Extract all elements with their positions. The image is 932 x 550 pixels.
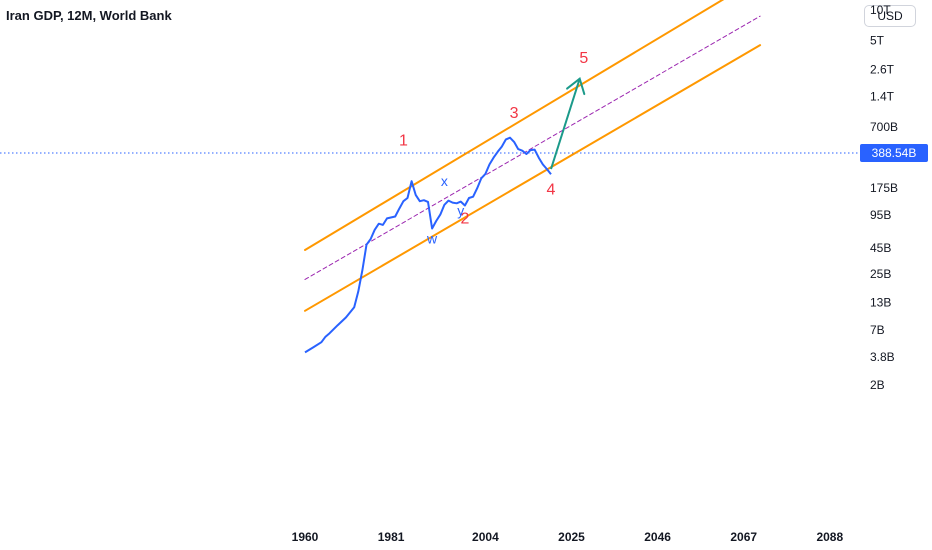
y-tick-label: 7B bbox=[870, 323, 885, 337]
wave-label: 4 bbox=[547, 181, 556, 198]
x-tick-label: 2067 bbox=[730, 530, 757, 544]
y-tick-label: 700B bbox=[870, 120, 898, 134]
sub-wave-label: x bbox=[441, 173, 448, 189]
wave-label: 5 bbox=[579, 50, 588, 67]
last-value-tag bbox=[860, 144, 928, 163]
y-tick-label: 95B bbox=[870, 208, 891, 222]
x-tick-label: 2025 bbox=[558, 530, 585, 544]
currency-button[interactable]: USD bbox=[864, 5, 916, 27]
y-tick-label: 3.8B bbox=[870, 350, 895, 364]
x-tick-label: 2088 bbox=[816, 530, 843, 544]
y-tick-label: 2.6T bbox=[870, 62, 895, 76]
wave-label: 2 bbox=[460, 211, 469, 228]
wave-label: 1 bbox=[399, 132, 408, 149]
last-value-label: 388.54B bbox=[872, 146, 917, 160]
y-tick-label: 45B bbox=[870, 241, 891, 255]
x-tick-label: 1960 bbox=[292, 530, 319, 544]
y-tick-label: 5T bbox=[870, 34, 885, 48]
x-tick-label: 2046 bbox=[644, 530, 671, 544]
y-tick-label: 13B bbox=[870, 296, 891, 310]
gdp-series-line bbox=[304, 136, 552, 354]
chart-title: Iran GDP, 12M, World Bank bbox=[6, 8, 172, 23]
channel-mid-line bbox=[304, 15, 761, 280]
wave-label: 3 bbox=[510, 105, 519, 122]
projection-arrow-head bbox=[566, 77, 586, 96]
x-tick-label: 1981 bbox=[378, 530, 405, 544]
y-tick-label: 1.4T bbox=[870, 90, 895, 104]
channel-upper-line bbox=[304, 0, 725, 251]
sub-wave-label: w bbox=[426, 230, 438, 246]
y-tick-label: 175B bbox=[870, 181, 898, 195]
y-tick-label: 10T bbox=[870, 3, 891, 17]
x-tick-label: 2004 bbox=[472, 530, 499, 544]
y-tick-label: 25B bbox=[870, 267, 891, 281]
projection-arrow bbox=[550, 78, 581, 170]
channel-lower-line bbox=[304, 44, 762, 312]
y-tick-label: 2B bbox=[870, 378, 885, 392]
sub-wave-label: y bbox=[457, 203, 464, 219]
